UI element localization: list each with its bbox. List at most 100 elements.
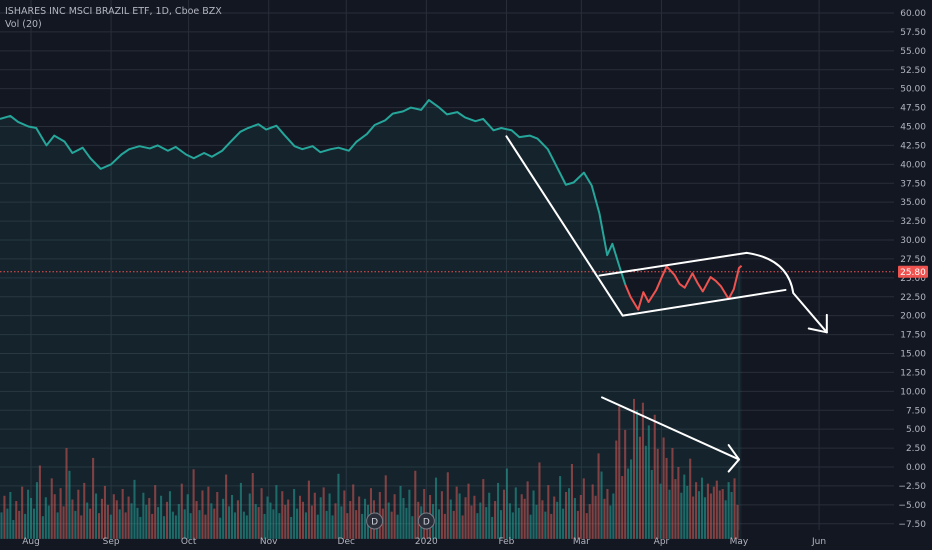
volume-bar (630, 459, 633, 539)
x-tick-label: Jun (811, 537, 826, 547)
volume-bar (133, 479, 136, 539)
volume-bar (24, 513, 27, 539)
volume-bar (559, 476, 562, 539)
volume-bar (497, 482, 500, 539)
volume-bar (219, 517, 222, 539)
volume-bar (30, 498, 33, 539)
x-tick-label: Sep (103, 537, 120, 547)
y-tick-label: 50.00 (900, 85, 926, 95)
volume-bar (695, 482, 698, 539)
volume-bar (272, 509, 275, 539)
volume-bar (171, 511, 174, 539)
volume-bar (706, 483, 709, 539)
volume-bar (686, 485, 689, 539)
volume-bar (68, 470, 71, 539)
volume-bar (505, 468, 508, 539)
volume-bar (213, 508, 216, 539)
volume-bar (532, 490, 535, 539)
x-tick-label: Feb (498, 537, 514, 547)
volume-bar (296, 508, 299, 539)
volume-bar (216, 491, 219, 539)
volume-bar (724, 500, 727, 539)
price-line-up (0, 99, 627, 285)
volume-bar (38, 465, 41, 539)
volume-bar (567, 488, 571, 539)
volume-bar (736, 504, 739, 539)
volume-bar (109, 514, 112, 539)
volume-bar (322, 487, 325, 539)
volume-bar (455, 486, 458, 539)
volume-bar (50, 478, 53, 539)
volume-bar (62, 506, 65, 539)
volume-bar (124, 512, 127, 539)
y-tick-label: 15.00 (900, 350, 926, 360)
volume-bar (662, 437, 665, 539)
volume-bar (434, 477, 438, 539)
volume-bar (9, 491, 12, 539)
volume-bar (121, 488, 124, 539)
volume-bar (192, 469, 195, 539)
drawing-volume-arrowhead (727, 444, 740, 473)
y-tick-label: 60.00 (900, 9, 926, 19)
volume-bar (3, 495, 6, 539)
volume-bar (334, 503, 337, 539)
volume-bar (384, 475, 387, 539)
volume-bar (659, 483, 662, 539)
volume-bar (47, 505, 50, 539)
volume-bar (470, 505, 473, 539)
volume-bar (402, 498, 405, 539)
volume-bar (733, 478, 736, 539)
volume-bar (145, 504, 148, 539)
volume-bar (92, 457, 95, 539)
volume-bar (35, 482, 38, 539)
volume-bar (473, 495, 476, 539)
volume-bar (77, 489, 80, 539)
volume-bar (526, 481, 529, 539)
volume-bar (467, 483, 470, 539)
volume-bar (59, 488, 62, 539)
volume-bar (641, 402, 644, 539)
volume-bar (83, 482, 86, 539)
y-tick-label: 47.50 (900, 104, 926, 114)
drawing-volume-arrow (601, 396, 740, 461)
volume-bar (703, 497, 707, 539)
volume-bar (721, 488, 724, 539)
y-tick-label: 17.50 (900, 331, 926, 341)
volume-bar (278, 513, 281, 539)
y-tick-label: 0.00 (906, 463, 926, 473)
volume-bar (195, 501, 198, 539)
x-tick-label: Oct (181, 537, 197, 547)
volume-bar (80, 515, 83, 539)
volume-bar (440, 491, 443, 539)
volume-bar (443, 513, 446, 539)
volume-bar (316, 514, 319, 539)
volume-bar (633, 398, 636, 539)
volume-bar (544, 511, 547, 539)
volume-bar (541, 500, 544, 539)
volume-bar (677, 467, 680, 539)
volume-bar (18, 510, 21, 539)
volume-bar (168, 491, 171, 539)
volume-bar (343, 490, 346, 539)
volume-bar (529, 514, 532, 539)
volume-bar (151, 513, 154, 539)
volume-bar (0, 512, 3, 539)
volume-bar (606, 488, 609, 539)
volume-bar (600, 471, 603, 539)
volume-bar (32, 508, 36, 539)
volume-bar (53, 494, 56, 539)
y-tick-label: 32.50 (900, 217, 926, 227)
volume-bar (514, 487, 517, 539)
volume-bar (174, 515, 177, 539)
volume-bar (313, 492, 316, 539)
volume-bar (204, 514, 207, 539)
volume-bar (476, 513, 479, 539)
volume-bar (352, 484, 355, 539)
volume-bar (638, 436, 641, 539)
volume-bar (556, 501, 559, 539)
volume-bar (189, 513, 192, 539)
volume-bar (485, 507, 488, 539)
volume-bar (511, 512, 514, 539)
volume-bar (464, 497, 467, 539)
